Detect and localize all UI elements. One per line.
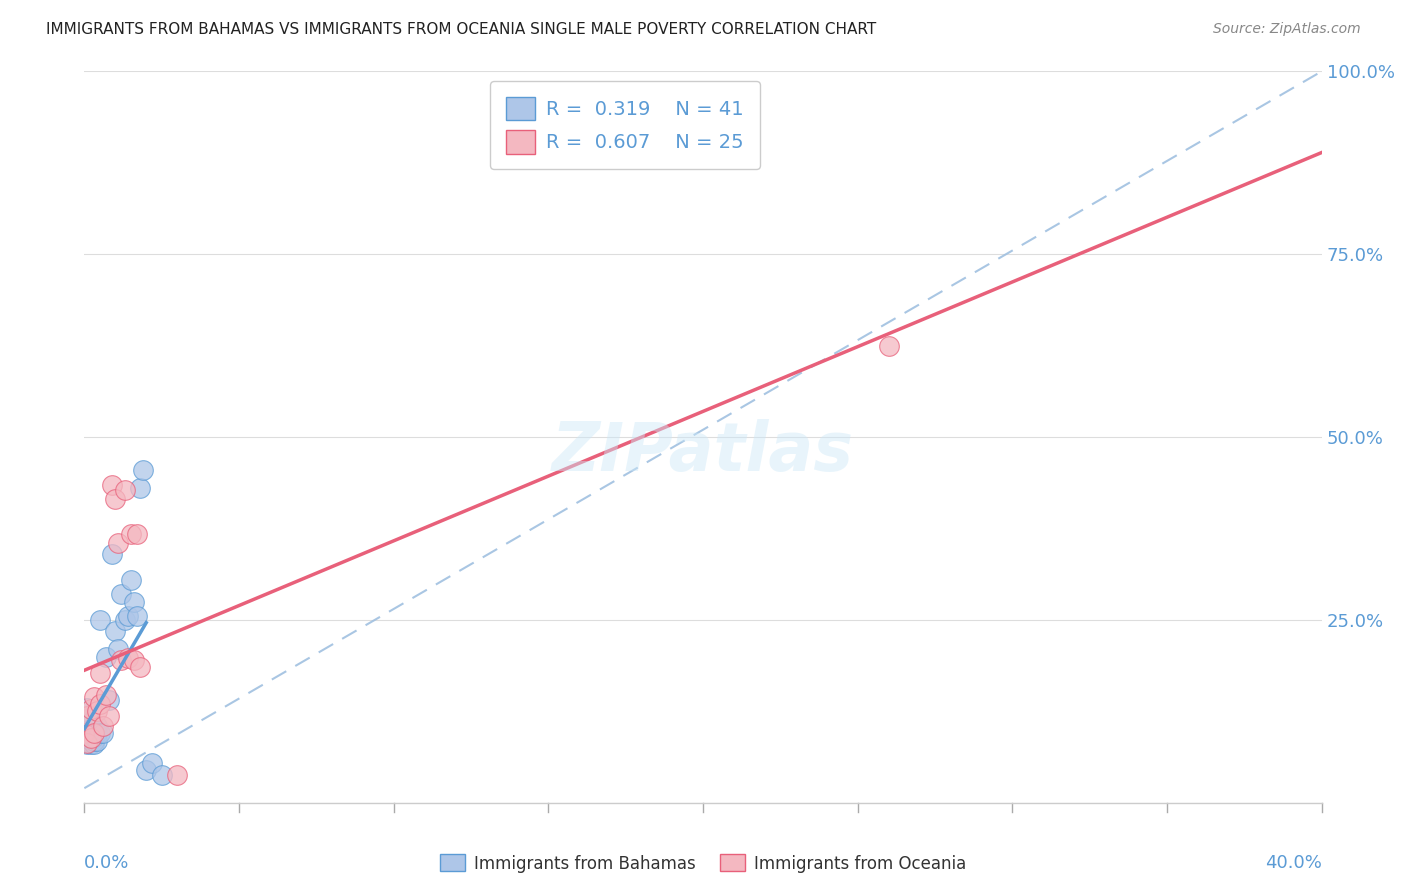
Point: [76, 733, 98, 747]
Point: [94, 649, 117, 664]
Point: [129, 481, 152, 495]
Point: [101, 477, 124, 491]
Point: [76, 700, 98, 714]
Point: [122, 594, 145, 608]
Point: [98, 693, 121, 707]
Legend: R =  0.319    N = 41, R =  0.607    N = 25: R = 0.319 N = 41, R = 0.607 N = 25: [491, 81, 759, 169]
Point: [125, 609, 148, 624]
Point: [73, 712, 96, 726]
Point: [76, 730, 98, 744]
Point: [79, 730, 101, 744]
Point: [89, 613, 111, 627]
Point: [73, 726, 96, 740]
Point: [107, 536, 129, 550]
Point: [86, 719, 108, 733]
Point: [132, 463, 155, 477]
Legend: Immigrants from Bahamas, Immigrants from Oceania: Immigrants from Bahamas, Immigrants from…: [433, 847, 973, 880]
Point: [110, 587, 132, 601]
Point: [94, 688, 117, 702]
Point: [877, 338, 900, 352]
Point: [107, 642, 129, 657]
Point: [89, 726, 111, 740]
Point: [120, 526, 142, 541]
Point: [86, 726, 108, 740]
Point: [73, 733, 96, 747]
Point: [73, 730, 96, 744]
Point: [98, 709, 121, 723]
Point: [83, 719, 105, 733]
Point: [83, 726, 105, 740]
Point: [166, 768, 188, 782]
Point: [83, 730, 105, 744]
Point: [129, 660, 152, 674]
Point: [120, 573, 142, 587]
Point: [76, 737, 98, 751]
Point: [104, 492, 127, 507]
Point: [91, 726, 114, 740]
Point: [89, 665, 111, 680]
Point: [83, 726, 105, 740]
Point: [76, 723, 98, 737]
Point: [104, 624, 127, 638]
Point: [91, 719, 114, 733]
Point: [79, 733, 101, 747]
Point: [86, 733, 108, 747]
Point: [83, 737, 105, 751]
Point: [79, 702, 101, 716]
Text: 40.0%: 40.0%: [1265, 854, 1322, 872]
Point: [79, 715, 101, 730]
Point: [117, 609, 139, 624]
Text: Source: ZipAtlas.com: Source: ZipAtlas.com: [1213, 22, 1361, 37]
Point: [76, 736, 98, 750]
Text: ZIPatlas: ZIPatlas: [553, 418, 853, 484]
Point: [125, 526, 148, 541]
Point: [122, 653, 145, 667]
Point: [117, 651, 139, 665]
Point: [86, 705, 108, 719]
Point: [79, 737, 101, 751]
Text: IMMIGRANTS FROM BAHAMAS VS IMMIGRANTS FROM OCEANIA SINGLE MALE POVERTY CORRELATI: IMMIGRANTS FROM BAHAMAS VS IMMIGRANTS FR…: [46, 22, 877, 37]
Point: [101, 547, 124, 561]
Point: [114, 613, 136, 627]
Point: [76, 709, 98, 723]
Point: [150, 768, 173, 782]
Text: 0.0%: 0.0%: [84, 854, 129, 872]
Point: [79, 723, 101, 737]
Point: [114, 483, 136, 497]
Point: [83, 690, 105, 704]
Point: [79, 731, 101, 746]
Point: [73, 726, 96, 740]
Point: [83, 733, 105, 747]
Point: [89, 697, 111, 711]
Point: [141, 756, 163, 770]
Point: [110, 653, 132, 667]
Point: [135, 763, 157, 777]
